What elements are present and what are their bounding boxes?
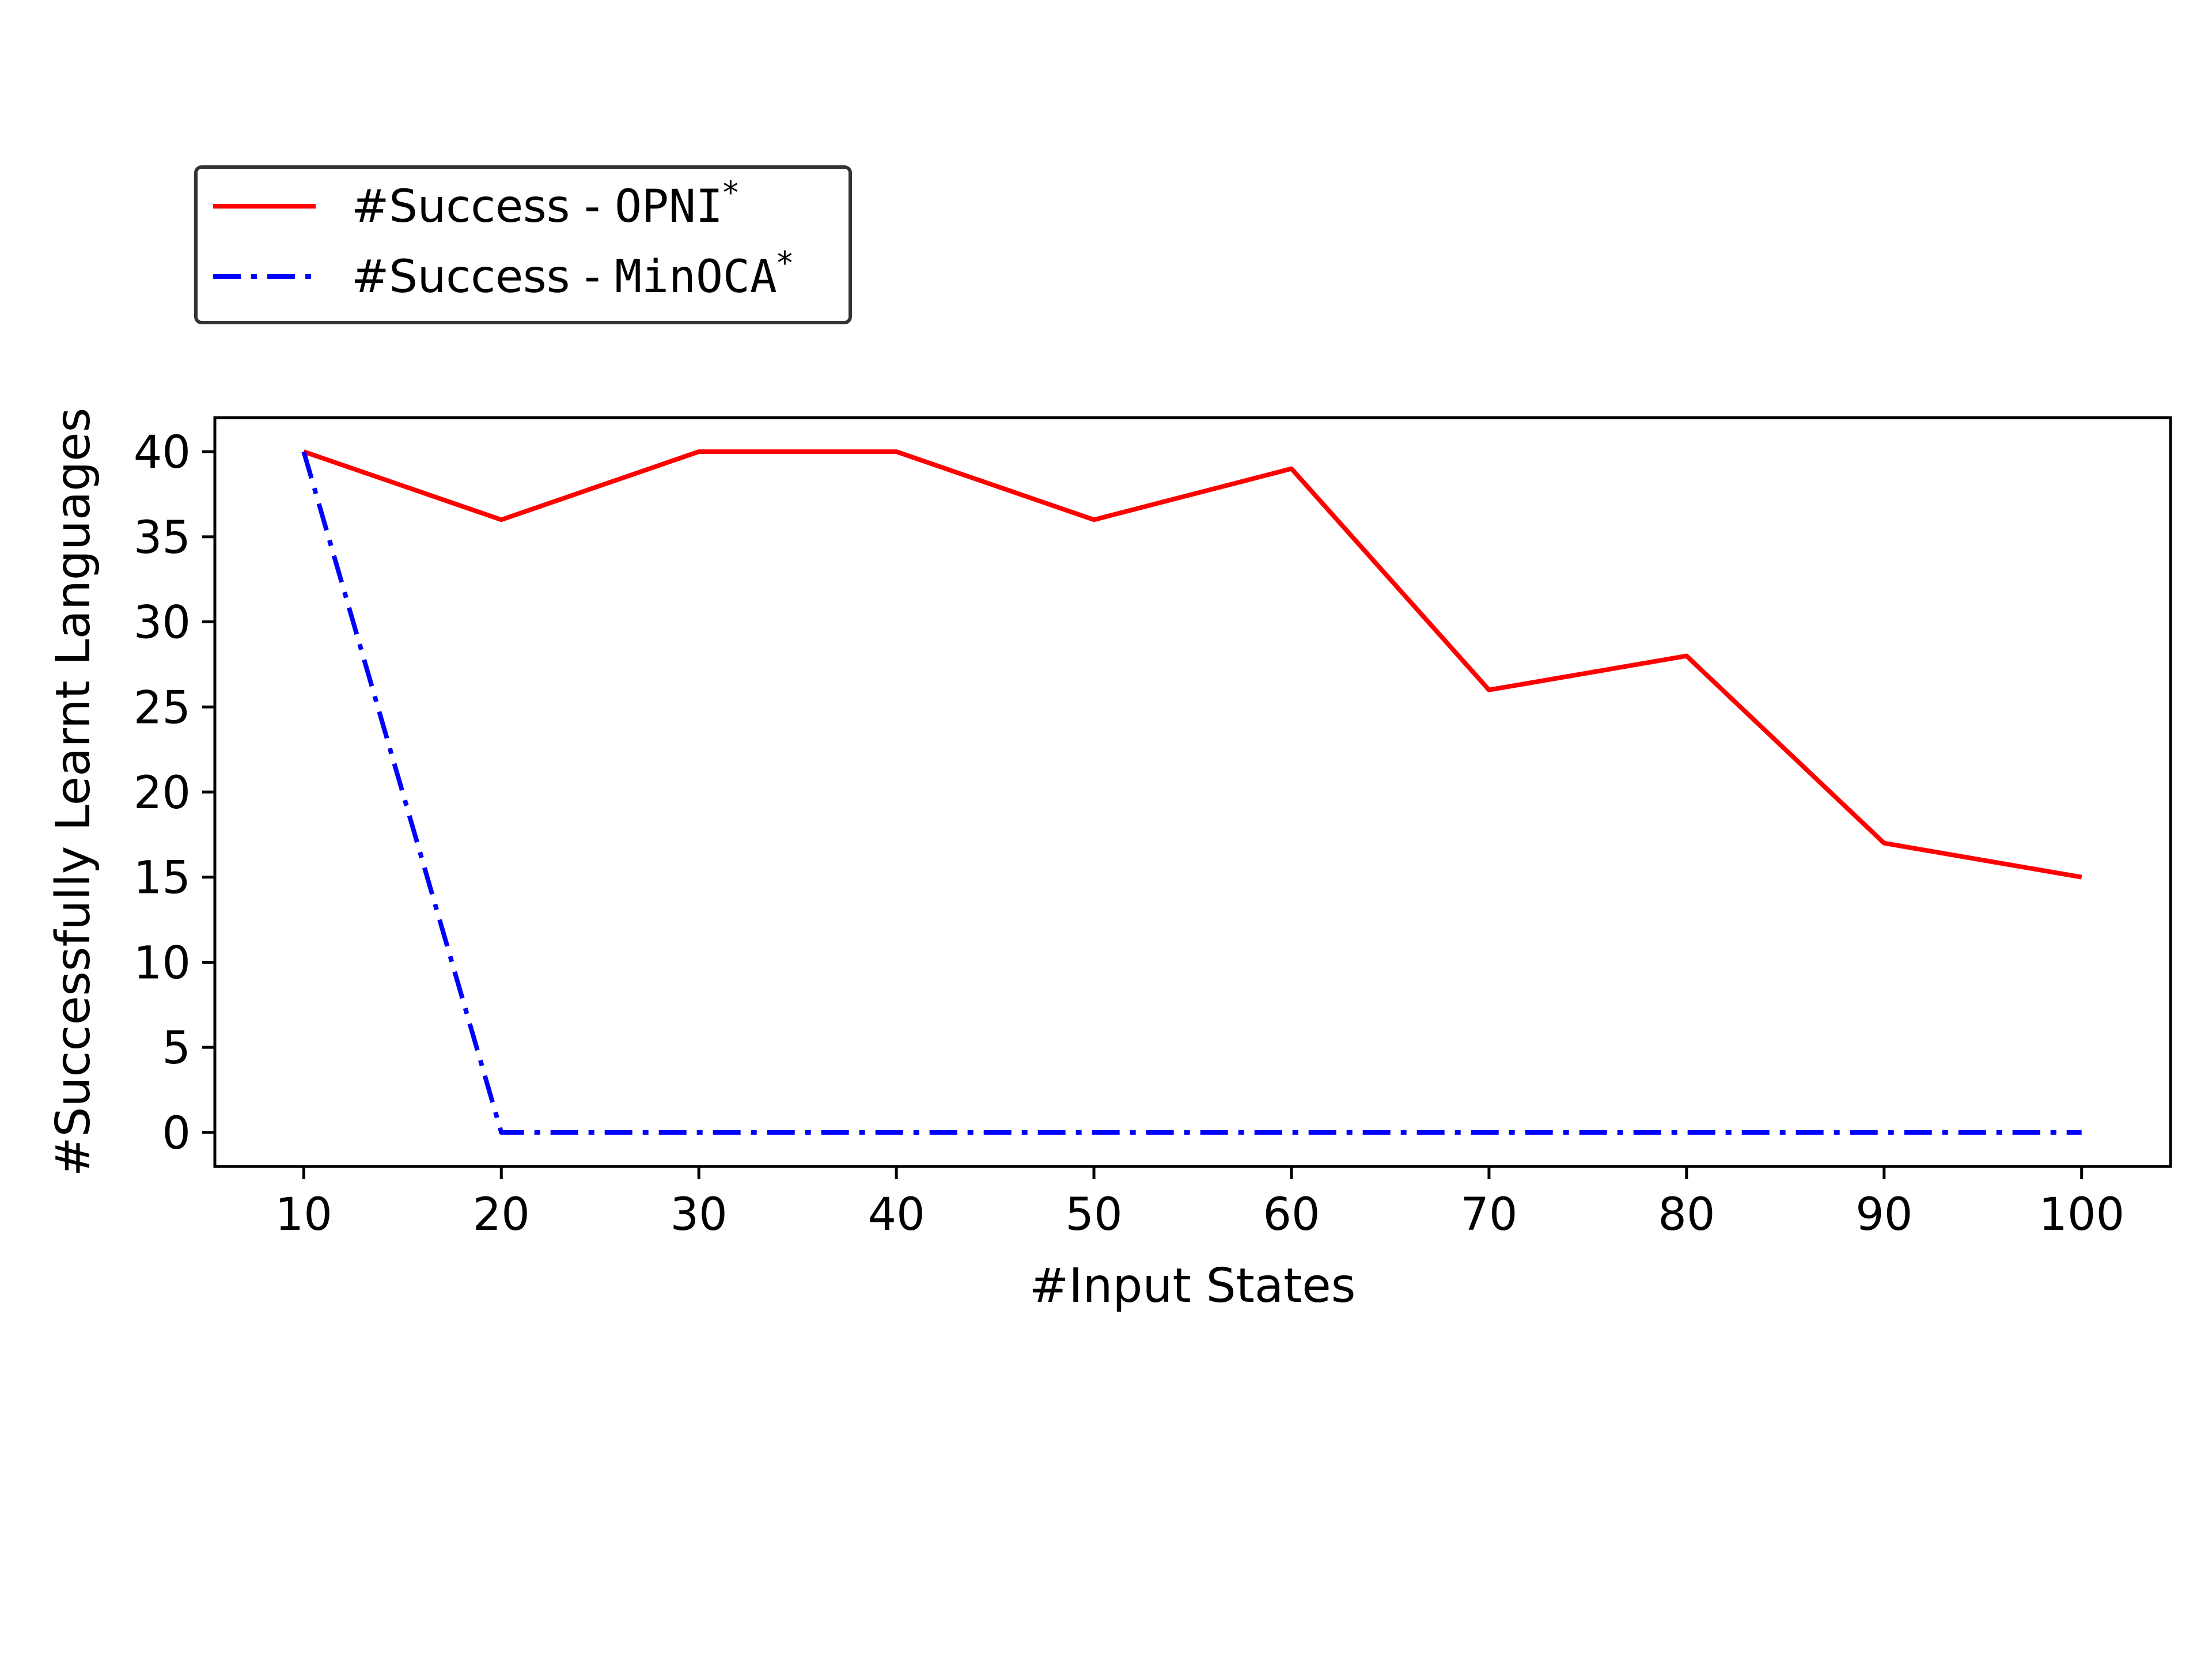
y-tick-label: 35 [134,512,191,564]
series-layer [301,449,2082,1135]
legend: #Success - OPNI* #Success - MinOCA* [194,165,852,324]
x-axis-ticks: 10 20 30 40 50 60 70 80 90 100 [275,1166,2124,1241]
y-tick-label: 30 [134,597,191,649]
series-line-minoca [301,450,2082,1135]
y-tick-label: 40 [134,427,191,479]
x-tick-label: 70 [1460,1189,1517,1241]
y-tick-label: 5 [162,1022,191,1074]
y-tick-label: 20 [134,767,191,819]
x-tick-label: 90 [1855,1189,1912,1241]
y-tick-label: 25 [134,682,191,734]
x-tick-label: 30 [671,1189,728,1241]
legend-label-minoca: #Success - MinOCA* [351,245,793,303]
y-axis-label: #Successfully Learnt Languages [46,408,101,1177]
y-tick-label: 10 [134,937,191,989]
x-tick-label: 50 [1065,1189,1122,1241]
x-tick-label: 80 [1658,1189,1715,1241]
x-tick-label: 10 [275,1189,332,1241]
legend-label-opni: #Success - OPNI* [351,175,738,233]
y-axis-ticks: 0 5 10 15 20 25 30 35 40 [134,427,215,1160]
x-tick-label: 20 [473,1189,530,1241]
y-tick-label: 15 [134,853,191,904]
x-tick-label: 40 [868,1189,925,1241]
legend-frame [194,165,852,324]
x-tick-label: 60 [1263,1189,1320,1241]
x-tick-label: 100 [2039,1189,2124,1241]
plot-area-frame [213,416,2172,1168]
y-tick-label: 0 [162,1108,191,1160]
series-line-opni [303,449,2082,880]
x-axis-label: #Input States [1029,1259,1356,1313]
